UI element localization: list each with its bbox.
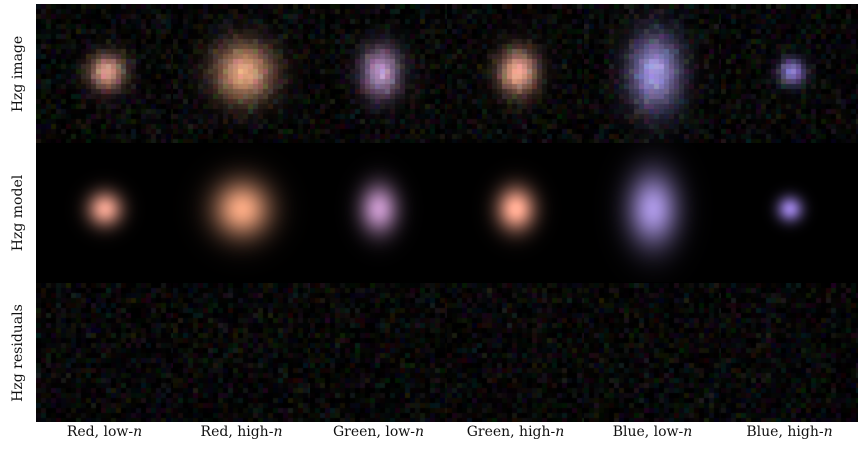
panel-model-2 <box>173 143 310 282</box>
col-label-blue-low: Blue, low-n <box>612 424 693 440</box>
panel-residuals-6 <box>721 283 858 422</box>
col-label-green-high: Green, high-n <box>466 424 565 440</box>
panel-model-4 <box>447 143 584 282</box>
row-label-image: Hzg image <box>0 4 36 143</box>
panel-residuals-3 <box>310 283 447 422</box>
col-label-green-low: Green, low-n <box>332 424 424 440</box>
row-label-model: Hzg model <box>0 143 36 283</box>
panel-residuals-2 <box>173 283 310 422</box>
panel-residuals-4 <box>447 283 584 422</box>
panel-model-1 <box>36 143 173 282</box>
panel-grid <box>36 4 858 422</box>
row-label-residuals: Hzg residuals <box>0 283 36 422</box>
col-label-red-high: Red, high-n <box>200 424 283 440</box>
panel-model-6 <box>721 143 858 282</box>
row-label-model-text: Hzg model <box>10 174 26 252</box>
panel-image-5 <box>584 4 721 143</box>
col-label-blue-high: Blue, high-n <box>746 424 833 440</box>
panel-image-2 <box>173 4 310 143</box>
panel-image-6 <box>721 4 858 143</box>
panel-image-4 <box>447 4 584 143</box>
panel-model-3 <box>310 143 447 282</box>
panel-image-3 <box>310 4 447 143</box>
col-label-red-low: Red, low-n <box>66 424 143 440</box>
panel-image-1 <box>36 4 173 143</box>
row-label-residuals-text: Hzg residuals <box>10 303 26 402</box>
panel-residuals-5 <box>584 283 721 422</box>
panel-model-5 <box>584 143 721 282</box>
row-label-image-text: Hzg image <box>10 35 26 112</box>
panel-residuals-1 <box>36 283 173 422</box>
